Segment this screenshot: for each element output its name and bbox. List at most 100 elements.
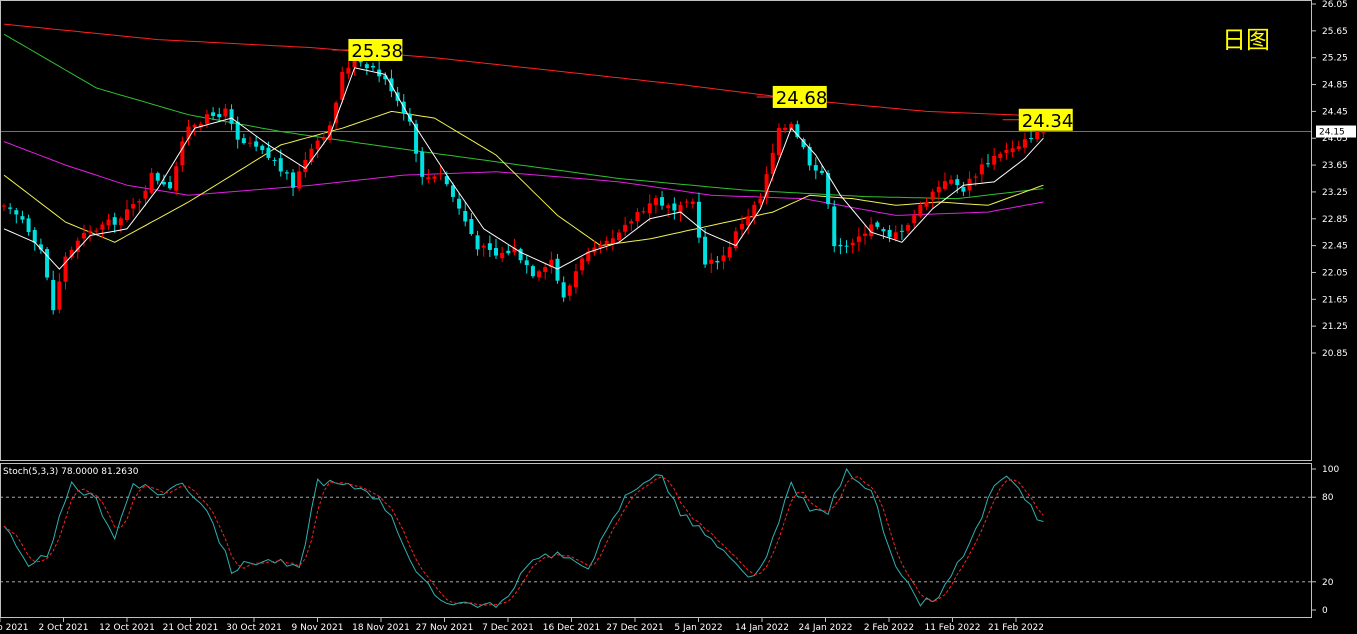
candle-body [678,204,683,213]
candle-body [457,198,462,209]
candle-body [709,259,714,264]
ma-magenta-line [3,141,1044,216]
candle-body [414,123,419,154]
candle-body [364,64,369,69]
candle-body [936,186,941,193]
candle-body [789,123,794,130]
candle-body [949,179,954,184]
candle-body [481,245,486,248]
high-price-label-box [772,85,827,108]
candle-body [696,201,701,238]
candle-body [303,160,308,173]
candle-body [586,251,591,262]
ma-yellow-line [3,110,1044,247]
candle-body [660,197,665,206]
candle-body [426,177,431,180]
candle-body [1022,139,1027,148]
candle-body [764,174,769,198]
candle-body [942,181,947,189]
candle-body [537,271,542,278]
stoch-tick-label: 100 [1322,465,1339,475]
candle-body [297,171,302,189]
candle-body [604,240,609,244]
candle-body [327,125,332,141]
candle-body [629,221,634,224]
candle-body [850,242,855,246]
price-tick-label: 20.85 [1322,349,1348,359]
candle-body [598,245,603,248]
date-tick-label: 21 Oct 2021 [163,623,219,633]
candle-body [653,198,658,205]
candle-body [573,271,578,288]
candle-body [51,279,56,311]
candle-body [260,145,265,151]
stoch-main-line [3,467,1044,608]
date-tick-label: 27 Nov 2021 [416,623,474,633]
candle-body [783,127,788,131]
candle-body [610,238,615,244]
candle-body [149,172,154,193]
candle-body [321,137,326,140]
date-tick-label: 16 Dec 2021 [543,623,601,633]
candle-body [555,258,560,281]
ma-white-line [3,67,1044,270]
date-tick-label: 9 Nov 2021 [292,623,344,633]
price-tick-label: 23.25 [1322,188,1348,198]
candle-body [795,124,800,138]
candle-body [1010,148,1015,153]
candle-body [740,224,744,230]
high-price-label-box [1018,108,1073,131]
candle-body [727,247,732,258]
candle-body [623,224,628,232]
high-price-label-box [348,38,403,61]
candle-body [869,224,874,237]
stoch-pane-frame [0,463,1312,618]
candle-body [776,127,781,156]
candle-body [703,236,708,265]
candle-body [856,236,861,242]
candle-body [14,210,19,215]
candle-body [770,152,775,174]
candle-body [918,204,923,217]
candle-body [291,172,296,188]
candle-body [733,231,738,249]
candle-body [1029,138,1034,140]
candle-body [813,165,818,171]
candle-body [38,244,43,250]
candle-body [647,203,652,213]
candle-body [32,230,37,243]
candle-body [487,243,492,250]
candle-body [241,138,246,144]
candle-body [1041,132,1046,134]
date-tick-label: 30 Oct 2021 [226,623,282,633]
candle-body [254,141,259,147]
candle-body [438,173,443,175]
price-tick-label: 21.65 [1322,295,1348,305]
candle-body [715,260,720,263]
date-tick-label: 21 Feb 2022 [988,623,1044,633]
candle-body [57,281,62,310]
date-tick-label: 5 Jan 2022 [674,623,722,633]
candle-body [81,233,86,239]
candle-body [186,126,191,140]
date-tick-label: 27 Dec 2021 [606,623,664,633]
candle-body [340,72,345,101]
ma-green-line [3,33,1044,200]
candle-body [746,216,751,226]
candle-body [801,139,806,148]
price-tick-label: 25.25 [1322,54,1348,64]
candle-body [192,124,197,128]
candle-body [992,155,997,165]
price-tick-label: 25.65 [1322,27,1348,37]
stoch-tick-label: 80 [1322,493,1334,503]
price-tick-label: 24.45 [1322,107,1348,117]
candle-body [561,282,566,298]
candle-body [8,207,13,209]
candle-body [973,176,978,178]
candle-body [137,201,142,203]
candle-body [752,204,757,219]
stoch-tick-label: 0 [1322,606,1328,616]
candle-body [180,141,185,166]
candle-body [844,245,849,247]
